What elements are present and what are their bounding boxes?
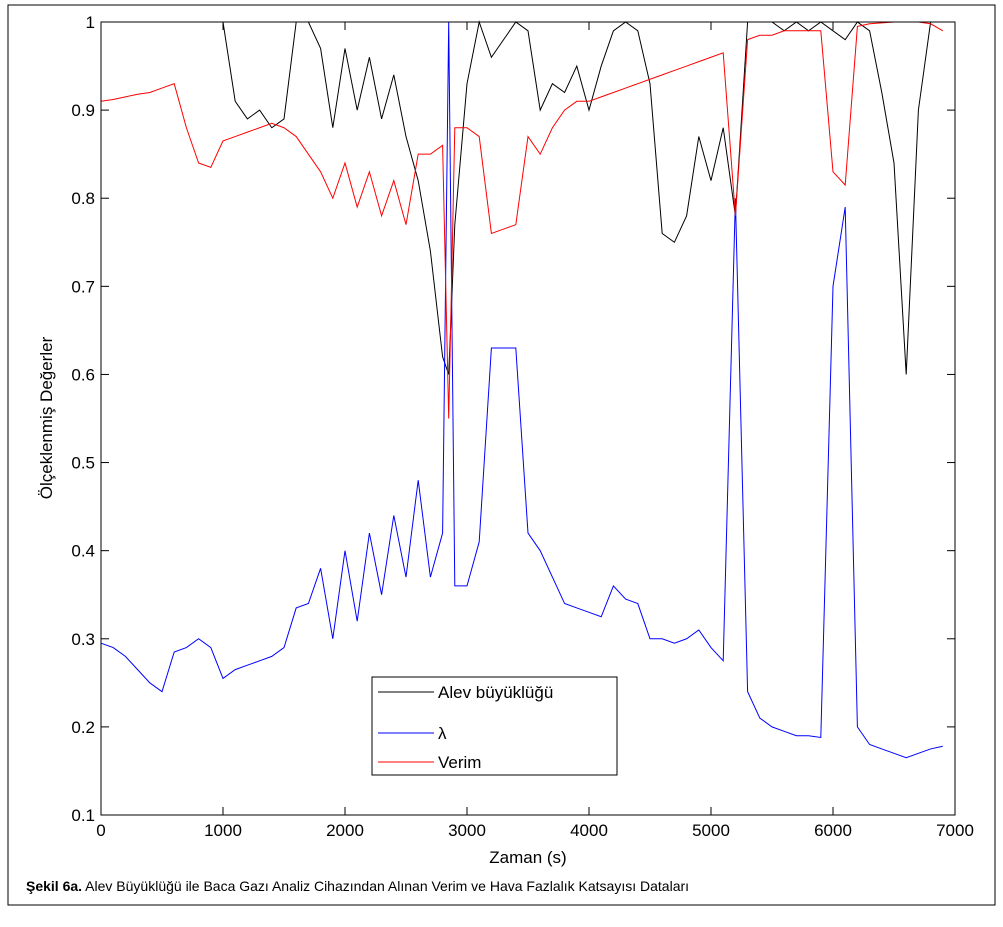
legend-label: λ [438, 724, 447, 743]
x-tick-label: 7000 [936, 821, 974, 840]
y-tick-label: 1 [86, 13, 95, 32]
series-line [100, 21, 944, 419]
legend-label: Verim [438, 753, 481, 772]
x-tick-label: 0 [96, 821, 105, 840]
x-tick-label: 5000 [692, 821, 730, 840]
x-tick-label: 1000 [204, 821, 242, 840]
series-line [100, 21, 943, 759]
x-tick-label: 2000 [326, 821, 364, 840]
plot-area [100, 20, 944, 759]
y-tick-label: 0.8 [71, 189, 95, 208]
y-axis-label: Ölçeklenmiş Değerler [37, 336, 56, 499]
figure-frame [7, 4, 996, 906]
caption-text: Alev Büyüklüğü ile Baca Gazı Analiz Ciha… [85, 878, 689, 894]
legend: Alev büyüklüğü λ Verim [371, 676, 618, 776]
legend-label: Alev büyüklüğü [438, 683, 553, 702]
y-tick-label: 0.9 [71, 101, 95, 120]
x-axis-label: Zaman (s) [489, 848, 566, 867]
y-tick-label: 0.3 [71, 630, 95, 649]
y-tick-label: 0.2 [71, 718, 95, 737]
y-tick-label: 0.1 [71, 806, 95, 825]
series-line [101, 20, 943, 375]
axes-box [100, 21, 956, 816]
legend-box [371, 676, 618, 776]
y-tick-label: 0.4 [71, 542, 95, 561]
y-tick-label: 0.5 [71, 454, 95, 473]
x-tick-label: 4000 [570, 821, 608, 840]
y-tick-label: 0.6 [71, 365, 95, 384]
x-tick-label: 6000 [814, 821, 852, 840]
caption-label: Şekil 6a. [26, 878, 82, 894]
caption: Şekil 6a. Alev Büyüklüğü ile Baca Gazı A… [26, 878, 689, 894]
x-tick-label: 3000 [448, 821, 486, 840]
y-tick-label: 0.7 [71, 277, 95, 296]
